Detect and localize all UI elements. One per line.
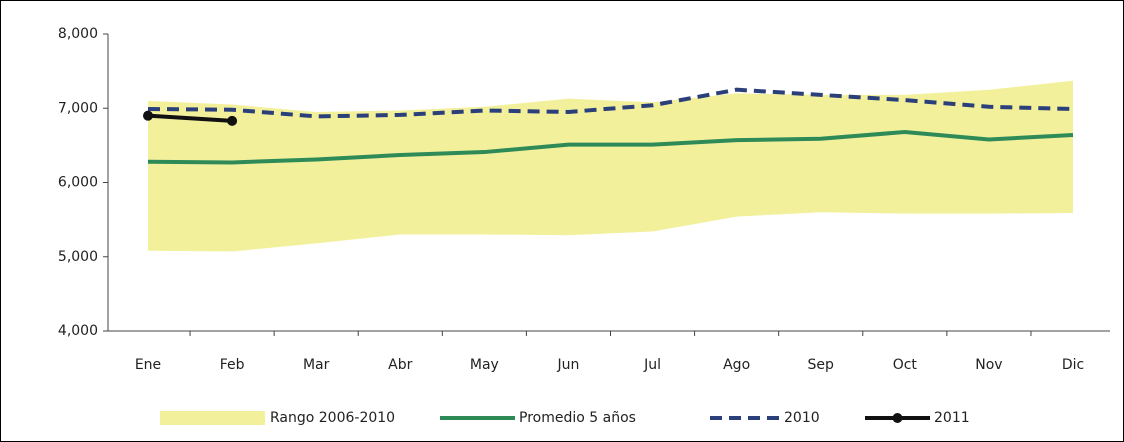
series-marker xyxy=(227,115,238,126)
series-line xyxy=(147,130,1074,165)
x-tick-label: Oct xyxy=(893,357,918,373)
x-tick-label: Jul xyxy=(643,357,661,373)
series-line xyxy=(147,87,1074,119)
y-tick-label: 6,000 xyxy=(58,175,98,191)
legend-swatch xyxy=(160,411,265,425)
legend-label: Rango 2006-2010 xyxy=(270,410,395,426)
x-tick-label: Ago xyxy=(723,357,750,373)
series-line xyxy=(147,113,233,123)
x-tick-label: Abr xyxy=(388,357,412,373)
x-tick-label: Sep xyxy=(808,357,835,373)
x-tick-label: Jun xyxy=(557,357,580,373)
x-tick-label: Feb xyxy=(220,357,245,373)
range-band xyxy=(148,80,1073,252)
legend-marker xyxy=(892,413,903,423)
series-marker xyxy=(143,110,153,121)
x-tick-label: Nov xyxy=(975,357,1002,373)
y-tick-label: 8,000 xyxy=(58,26,98,42)
legend-label: 2010 xyxy=(784,410,820,426)
x-tick-label: Ene xyxy=(135,357,161,373)
legend-label: 2011 xyxy=(934,410,970,426)
x-tick-label: Dic xyxy=(1062,357,1084,373)
y-tick-label: 5,000 xyxy=(58,249,98,265)
x-tick-label: May xyxy=(470,357,499,373)
legend-label: Promedio 5 años xyxy=(519,410,636,426)
y-tick-label: 4,000 xyxy=(58,323,98,339)
y-tick-label: 7,000 xyxy=(58,100,98,116)
x-tick-label: Mar xyxy=(303,357,330,373)
